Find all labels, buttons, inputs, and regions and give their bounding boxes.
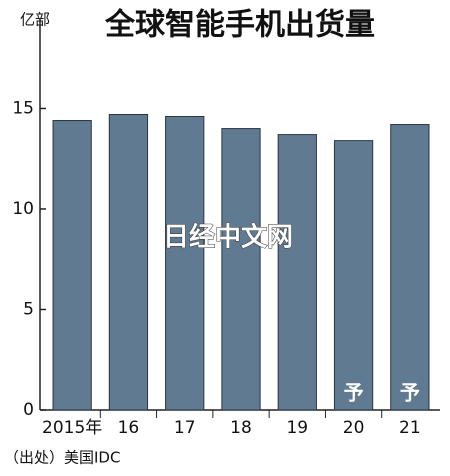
forecast-label: 予	[344, 381, 364, 405]
forecast-label: 予	[400, 381, 420, 405]
y-axis-unit: 亿部	[20, 11, 50, 29]
bar	[390, 124, 430, 411]
source-note: （出处）美国IDC	[4, 449, 120, 467]
bar	[165, 116, 205, 411]
x-tick-label: 21	[399, 418, 421, 438]
x-tick-label: 17	[174, 418, 196, 438]
bar	[108, 113, 149, 411]
watermark: 日经中文网	[163, 222, 293, 253]
bar	[52, 120, 92, 411]
bar	[221, 128, 261, 411]
bar	[333, 140, 374, 411]
x-tick-label: 16	[118, 418, 140, 438]
y-tick-label: 10	[12, 199, 34, 219]
x-tick-label: 18	[230, 418, 252, 438]
y-tick-label: 0	[23, 400, 34, 420]
y-tick-label: 5	[23, 299, 34, 319]
chart-title: 全球智能手机出货量	[104, 8, 375, 43]
bar	[277, 134, 317, 411]
x-tick-label: 20	[343, 418, 365, 438]
y-tick-label: 15	[12, 98, 34, 118]
x-tick-label: 2015年	[42, 418, 102, 438]
x-tick-label: 19	[286, 418, 308, 438]
